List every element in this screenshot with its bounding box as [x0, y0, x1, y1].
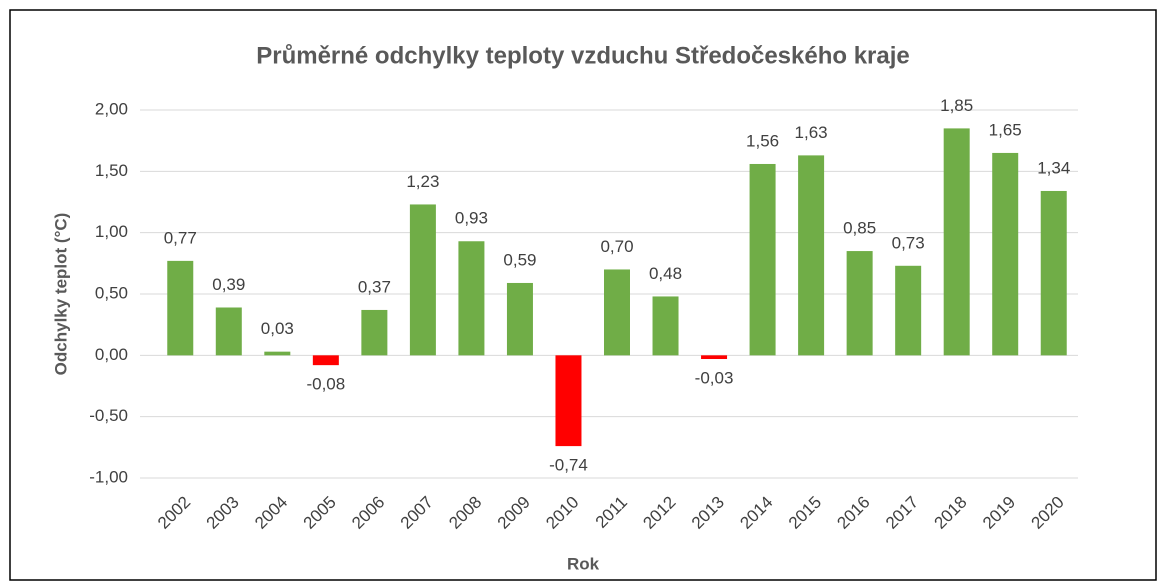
bar [215, 307, 242, 356]
bar [312, 355, 339, 366]
data-label: 1,65 [989, 120, 1022, 139]
y-tick-label: 2,00 [95, 99, 128, 118]
chart-title: Průměrné odchylky teploty vzduchu Středo… [256, 42, 910, 69]
data-label: 1,56 [746, 131, 779, 150]
data-label: 0,85 [843, 219, 876, 238]
data-label: 0,70 [600, 237, 633, 256]
bar [992, 152, 1019, 356]
bar [652, 296, 679, 356]
data-label: 0,73 [892, 233, 925, 252]
bar [701, 355, 728, 360]
bar [895, 265, 922, 356]
y-tick-label: 1,50 [95, 161, 128, 180]
data-label: 0,77 [164, 228, 197, 247]
bar [409, 204, 436, 356]
data-label: 1,85 [940, 96, 973, 115]
bar [749, 163, 776, 356]
bar [1040, 190, 1067, 356]
data-label: 0,59 [503, 250, 536, 269]
data-label: 0,48 [649, 264, 682, 283]
bar [943, 128, 970, 356]
data-label: -0,74 [549, 456, 588, 475]
data-label: 1,34 [1037, 158, 1070, 177]
bar [167, 260, 194, 356]
bar [798, 155, 825, 356]
bar [458, 241, 485, 356]
y-tick-label: 0,50 [95, 283, 128, 302]
data-label: 0,93 [455, 209, 488, 228]
data-label: 1,63 [795, 123, 828, 142]
x-axis-label: Rok [567, 554, 600, 573]
data-label: 0,03 [261, 319, 294, 338]
data-label: 0,37 [358, 277, 391, 296]
bar [361, 309, 388, 356]
y-tick-label: 0,00 [95, 345, 128, 364]
y-tick-label: -1,00 [89, 467, 128, 486]
data-label: 1,23 [406, 172, 439, 191]
data-label: 0,39 [212, 275, 245, 294]
bar [604, 269, 630, 356]
y-axis-label: Odchylky teplot (°C) [51, 213, 70, 376]
data-label: -0,03 [695, 368, 734, 387]
data-label: -0,08 [306, 375, 345, 394]
bar [846, 251, 873, 356]
y-tick-label: -0,50 [89, 406, 128, 425]
bar [555, 355, 582, 447]
y-tick-label: 1,00 [95, 222, 128, 241]
bar [264, 351, 291, 356]
bar [506, 282, 533, 356]
